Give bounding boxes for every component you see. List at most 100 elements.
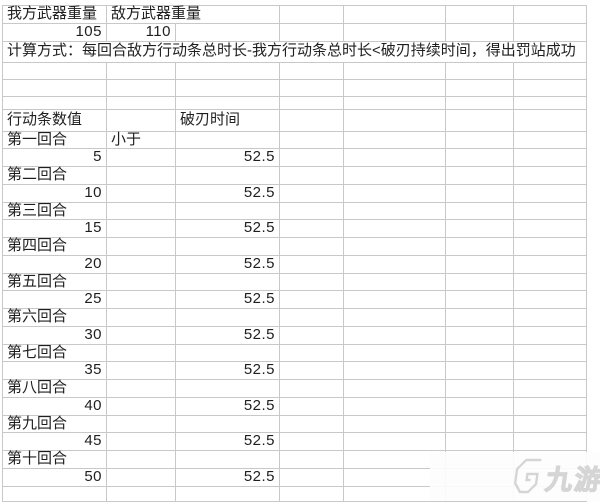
- action-bar-value-cell[interactable]: 50: [2, 467, 107, 487]
- round-label-cell[interactable]: 第一回合: [2, 130, 107, 149]
- empty-cell[interactable]: [279, 201, 345, 220]
- break-blade-time-cell[interactable]: 52.5: [174, 396, 281, 416]
- round-label-cell[interactable]: 第八回合: [2, 379, 107, 398]
- empty-cell[interactable]: [513, 396, 588, 416]
- empty-cell[interactable]: [343, 61, 447, 80]
- break-blade-time-cell[interactable]: 52.5: [174, 361, 281, 380]
- round-comparator-cell[interactable]: [106, 201, 176, 220]
- empty-cell[interactable]: [445, 254, 515, 274]
- empty-cell[interactable]: [2, 485, 107, 502]
- round-comparator-cell[interactable]: [106, 272, 176, 291]
- round-comparator-cell[interactable]: [106, 237, 176, 256]
- empty-cell[interactable]: [174, 414, 281, 433]
- action-bar-value-cell[interactable]: 25: [2, 290, 107, 309]
- empty-cell[interactable]: [106, 361, 176, 380]
- action-bar-value-cell[interactable]: 10: [2, 183, 107, 203]
- empty-cell[interactable]: [343, 183, 447, 203]
- round-comparator-cell[interactable]: [106, 450, 176, 469]
- empty-cell[interactable]: [343, 432, 447, 451]
- empty-cell[interactable]: [279, 396, 345, 416]
- empty-cell[interactable]: [513, 201, 588, 220]
- round-comparator-cell[interactable]: [106, 343, 176, 362]
- empty-cell[interactable]: [279, 237, 345, 256]
- empty-cell[interactable]: [445, 272, 515, 291]
- empty-cell[interactable]: [279, 78, 345, 97]
- break-blade-time-cell[interactable]: 52.5: [174, 219, 281, 238]
- empty-cell[interactable]: [343, 237, 447, 256]
- empty-cell[interactable]: [445, 325, 515, 345]
- empty-cell[interactable]: [343, 95, 447, 110]
- empty-cell[interactable]: [445, 308, 515, 327]
- empty-cell[interactable]: [513, 361, 588, 380]
- empty-cell[interactable]: [445, 396, 515, 416]
- empty-cell[interactable]: [279, 130, 345, 149]
- action-bar-value-cell[interactable]: 35: [2, 361, 107, 380]
- empty-cell[interactable]: [513, 23, 588, 42]
- empty-cell[interactable]: [513, 254, 588, 274]
- empty-cell[interactable]: [513, 148, 588, 167]
- empty-cell[interactable]: [279, 414, 345, 433]
- empty-cell[interactable]: [106, 485, 176, 502]
- empty-cell[interactable]: [174, 308, 281, 327]
- empty-cell[interactable]: [174, 23, 281, 42]
- break-blade-time-cell[interactable]: 52.5: [174, 432, 281, 451]
- empty-cell[interactable]: [445, 5, 515, 24]
- empty-cell[interactable]: [445, 343, 515, 362]
- round-comparator-cell[interactable]: [106, 308, 176, 327]
- empty-cell[interactable]: [174, 237, 281, 256]
- empty-cell[interactable]: [279, 272, 345, 291]
- empty-cell[interactable]: [279, 183, 345, 203]
- empty-cell[interactable]: [445, 183, 515, 203]
- empty-cell[interactable]: [106, 61, 176, 80]
- empty-cell[interactable]: [445, 414, 515, 433]
- empty-cell[interactable]: [513, 5, 588, 24]
- empty-cell[interactable]: [513, 414, 588, 433]
- empty-cell[interactable]: [174, 61, 281, 80]
- action-bar-value-cell[interactable]: 30: [2, 325, 107, 345]
- round-comparator-cell[interactable]: 小于: [106, 130, 176, 149]
- empty-cell[interactable]: [343, 379, 447, 398]
- break-blade-header-cell[interactable]: 破刃时间: [174, 108, 281, 132]
- empty-cell[interactable]: [445, 201, 515, 220]
- break-blade-time-cell[interactable]: 52.5: [174, 467, 281, 487]
- empty-cell[interactable]: [343, 272, 447, 291]
- empty-cell[interactable]: [279, 467, 345, 487]
- break-blade-time-cell[interactable]: 52.5: [174, 183, 281, 203]
- empty-cell[interactable]: [106, 148, 176, 167]
- empty-cell[interactable]: [343, 78, 447, 97]
- empty-cell[interactable]: [174, 379, 281, 398]
- empty-cell[interactable]: [343, 130, 447, 149]
- empty-cell[interactable]: [106, 108, 176, 132]
- action-bar-value-cell[interactable]: 40: [2, 396, 107, 416]
- round-comparator-cell[interactable]: [106, 414, 176, 433]
- empty-cell[interactable]: [279, 432, 345, 451]
- round-label-cell[interactable]: 第六回合: [2, 308, 107, 327]
- empty-cell[interactable]: [279, 379, 345, 398]
- empty-cell[interactable]: [513, 95, 588, 110]
- empty-cell[interactable]: [106, 219, 176, 238]
- empty-cell[interactable]: [513, 308, 588, 327]
- empty-cell[interactable]: [513, 379, 588, 398]
- empty-cell[interactable]: [513, 343, 588, 362]
- empty-cell[interactable]: [513, 325, 588, 345]
- enemy-weapon-label-cell[interactable]: 敌方武器重量: [105, 5, 281, 24]
- empty-cell[interactable]: [279, 254, 345, 274]
- empty-cell[interactable]: [343, 219, 447, 238]
- round-comparator-cell[interactable]: [106, 166, 176, 185]
- empty-cell[interactable]: [279, 148, 345, 167]
- empty-cell[interactable]: [174, 343, 281, 362]
- empty-cell[interactable]: [513, 432, 588, 451]
- round-label-cell[interactable]: 第四回合: [2, 237, 107, 256]
- round-label-cell[interactable]: 第五回合: [2, 272, 107, 291]
- empty-cell[interactable]: [445, 23, 515, 42]
- empty-cell[interactable]: [343, 343, 447, 362]
- action-bar-header-cell[interactable]: 行动条数值: [2, 108, 107, 132]
- empty-cell[interactable]: [106, 325, 176, 345]
- empty-cell[interactable]: [513, 183, 588, 203]
- empty-cell[interactable]: [445, 237, 515, 256]
- action-bar-value-cell[interactable]: 20: [2, 254, 107, 274]
- empty-cell[interactable]: [2, 78, 107, 97]
- empty-cell[interactable]: [174, 95, 281, 110]
- empty-cell[interactable]: [513, 290, 588, 309]
- empty-cell[interactable]: [343, 166, 447, 185]
